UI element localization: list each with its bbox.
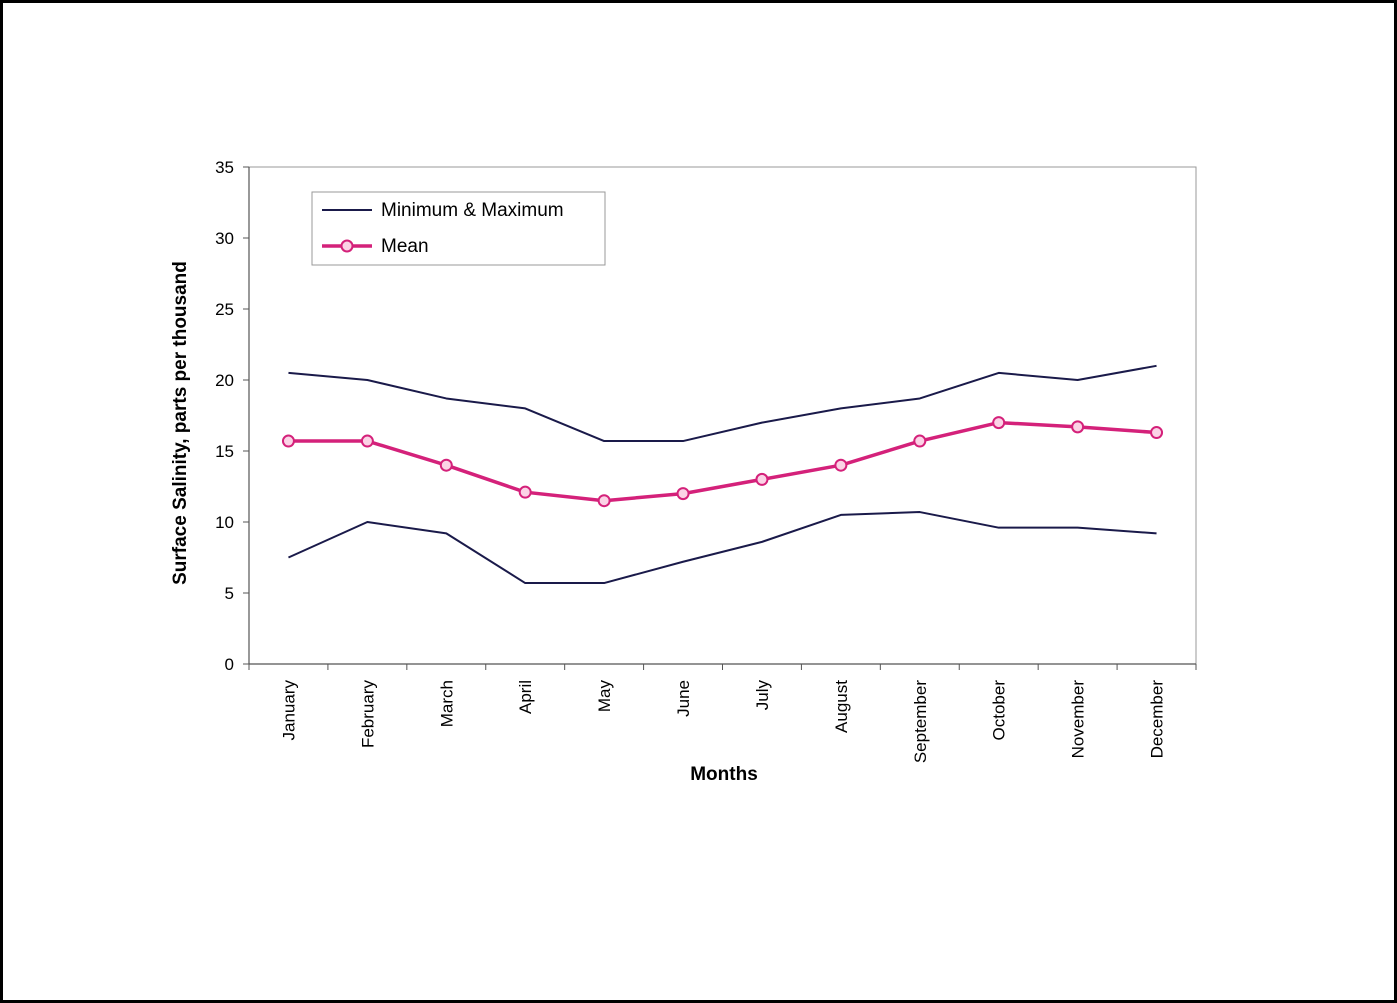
x-tick-label: July <box>753 680 772 711</box>
x-tick-label: June <box>674 680 693 717</box>
y-tick-label: 0 <box>225 655 234 674</box>
x-axis-label: Months <box>690 764 758 785</box>
x-tick-label: August <box>832 680 851 733</box>
y-tick-label: 10 <box>215 513 234 532</box>
mean-point <box>597 494 611 508</box>
salinity-line-chart: 0 5 10 15 20 25 30 35 January February March April… <box>170 158 1197 785</box>
legend-marker <box>340 239 354 253</box>
mean-point <box>755 472 769 486</box>
legend-label: Mean <box>381 236 429 257</box>
x-tick-label: October <box>990 680 1009 741</box>
series-line-3 <box>288 511 1157 585</box>
mean-point <box>913 434 927 448</box>
x-tick-label: February <box>358 680 377 749</box>
x-tick-label: March <box>437 680 456 727</box>
y-tick-label: 20 <box>215 371 234 390</box>
x-tick-label: November <box>1069 680 1088 759</box>
mean-point <box>281 434 295 448</box>
legend-label: Minimum & Maximum <box>381 200 564 221</box>
x-tick-label: September <box>911 680 930 763</box>
y-tick-label: 15 <box>215 442 234 461</box>
x-tick-label: December <box>1148 680 1167 759</box>
mean-point <box>360 434 374 448</box>
mean-point <box>676 487 690 501</box>
y-tick-label: 25 <box>215 300 234 319</box>
mean-point <box>518 485 532 499</box>
y-tick-label: 30 <box>215 229 234 248</box>
x-tick-label: May <box>595 680 614 713</box>
y-tick-label: 35 <box>215 158 234 177</box>
y-axis-label: Surface Salinity, parts per thousand <box>170 261 191 585</box>
mean-point <box>439 458 453 472</box>
series-line-1 <box>288 364 1157 443</box>
mean-point <box>992 416 1006 430</box>
y-tick-label: 5 <box>225 584 234 603</box>
x-tick-label: January <box>279 680 298 741</box>
mean-point <box>1150 426 1164 440</box>
series-line-2 <box>288 420 1157 503</box>
legend-box <box>311 191 606 266</box>
mean-point <box>1071 420 1085 434</box>
mean-point <box>834 458 848 472</box>
x-tick-label: April <box>516 680 535 714</box>
